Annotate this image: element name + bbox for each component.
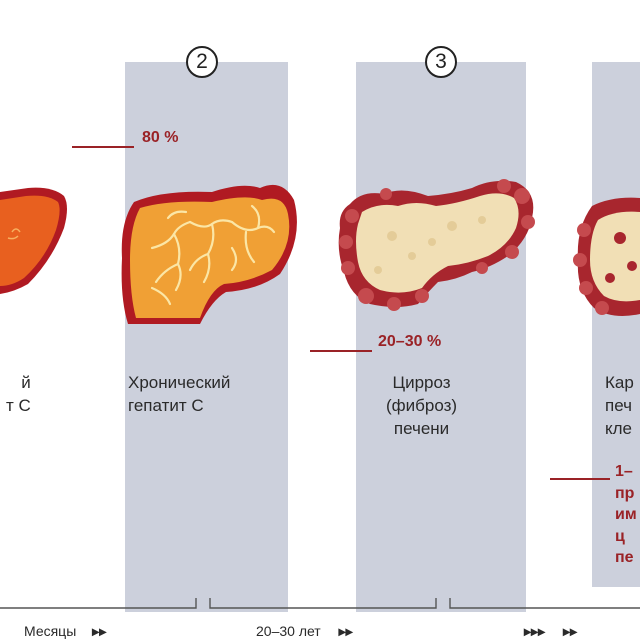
cancer-percent-line (550, 478, 610, 480)
cancer-percent-line1: 1– (615, 463, 633, 480)
timeline-axis (0, 598, 640, 609)
stage3-number: 3 (425, 46, 457, 78)
stage3-panel (356, 62, 526, 612)
cirrhosis-liver-illustration (338, 179, 535, 311)
stage4-label: Кар печ кле (605, 372, 634, 441)
stage3-label: Цирроз (фиброз) печени (386, 372, 457, 441)
cancer-percent-line3: им (615, 506, 637, 524)
stage3-label-line1: Цирроз (392, 373, 451, 392)
stage2-label-line1: Хронический (128, 373, 231, 392)
timeline-future: ▸▸▸ ▸▸ (524, 623, 577, 640)
stage2-panel (125, 62, 288, 612)
stage4-panel (592, 62, 640, 587)
chronic-percent-line (72, 146, 134, 148)
stage1-label-line1: й (21, 373, 31, 392)
cirrhosis-percent: 20–30 % (378, 333, 442, 350)
timeline-months-label: Месяцы (24, 623, 77, 639)
stage3-label-line3: печени (393, 418, 450, 438)
timeline-years-arrows: ▸▸ (338, 623, 353, 639)
stage1-label: й т С (6, 372, 31, 418)
stage3-label-line2: (фиброз) (386, 395, 458, 415)
acute-liver-illustration (0, 187, 67, 294)
chronic-liver-illustration (121, 184, 297, 324)
stage4-label-line3: кле (605, 418, 633, 438)
timeline-months-arrows: ▸▸ (92, 623, 107, 639)
timeline-years: 20–30 лет ▸▸ (256, 623, 353, 640)
timeline-future-arrows: ▸▸▸ (524, 623, 546, 639)
stage4-label-line1: Кар (605, 373, 634, 392)
cirrhosis-percent-line (310, 350, 372, 352)
chronic-percent: 80 % (142, 129, 179, 146)
stage2-label-line2: гепатит С (128, 395, 204, 415)
stage4-label-line2: печ (605, 395, 632, 415)
cancer-percent-line2: пр (615, 484, 635, 502)
cancer-percent-line5: пе (615, 549, 634, 567)
timeline-future-arrows2: ▸▸ (562, 623, 578, 639)
cancer-liver-illustration (573, 197, 640, 316)
stage2-label: Хронический гепатит С (128, 372, 230, 418)
cancer-percent: 1– пр им ц пе (615, 461, 637, 569)
cancer-percent-line4: ц (615, 527, 625, 545)
stage1-label-line2: т С (6, 395, 31, 415)
timeline-months: Месяцы ▸▸ (24, 623, 106, 640)
stage2-number: 2 (186, 46, 218, 78)
timeline-years-label: 20–30 лет (256, 623, 321, 639)
